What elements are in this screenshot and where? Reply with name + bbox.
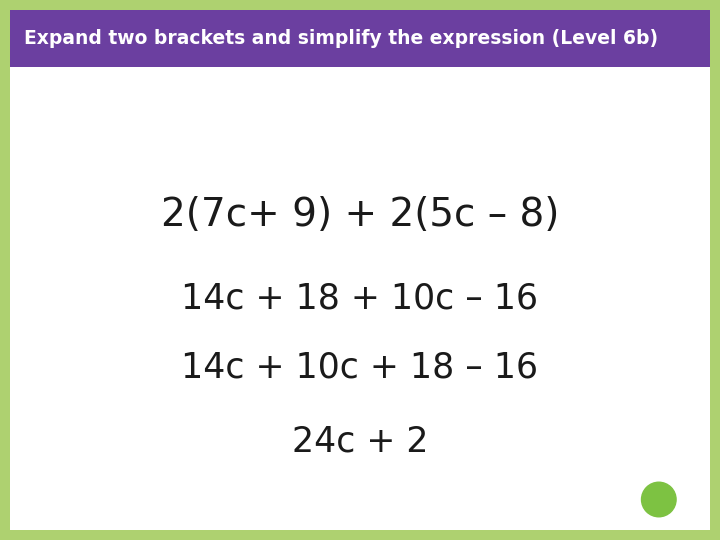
Text: 14c + 10c + 18 – 16: 14c + 10c + 18 – 16	[181, 351, 539, 385]
Text: 14c + 18 + 10c – 16: 14c + 18 + 10c – 16	[181, 281, 539, 315]
FancyBboxPatch shape	[10, 10, 710, 67]
Text: Expand two brackets and simplify the expression (Level 6b): Expand two brackets and simplify the exp…	[24, 29, 659, 48]
Text: 24c + 2: 24c + 2	[292, 425, 428, 459]
FancyBboxPatch shape	[10, 10, 710, 530]
Text: 2(7c+ 9) + 2(5c – 8): 2(7c+ 9) + 2(5c – 8)	[161, 196, 559, 234]
Ellipse shape	[642, 482, 676, 517]
